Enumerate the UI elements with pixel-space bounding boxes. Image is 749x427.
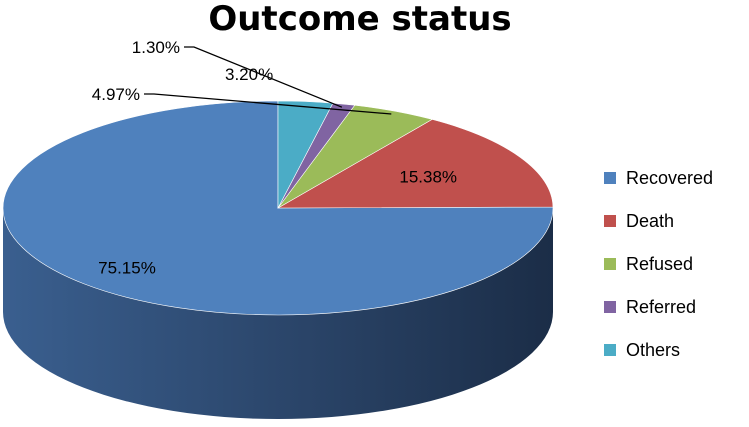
legend-label-refused: Refused — [626, 254, 693, 274]
legend-swatch-recovered — [604, 172, 616, 184]
data-labels: 75.15% 15.38% 4.97% 1.30% 3.20% — [92, 38, 457, 277]
data-label-death: 15.38% — [399, 168, 457, 187]
legend-label-referred: Referred — [626, 297, 696, 317]
data-label-refused: 4.97% — [92, 85, 140, 104]
leader-line-referred — [184, 46, 343, 108]
leader-lines — [144, 46, 392, 115]
data-label-others: 3.20% — [225, 65, 273, 84]
data-label-recovered: 75.15% — [98, 258, 156, 277]
pie-side-face — [3, 208, 553, 419]
chart-title: Outcome status — [208, 0, 511, 39]
pie-side-wall — [3, 208, 553, 419]
legend: Recovered Death Refused Referred Others — [604, 168, 713, 360]
legend-label-others: Others — [626, 340, 680, 360]
pie-slice-recovered — [2, 100, 554, 316]
leader-line-refused — [144, 93, 392, 115]
legend-swatch-others — [604, 344, 616, 356]
legend-swatch-refused — [604, 258, 616, 270]
data-label-referred: 1.30% — [132, 38, 180, 57]
legend-label-recovered: Recovered — [626, 168, 713, 188]
legend-swatch-death — [604, 215, 616, 227]
legend-label-death: Death — [626, 211, 674, 231]
pie-slices — [2, 100, 554, 316]
pie-slice-death — [276, 119, 554, 209]
legend-swatch-referred — [604, 301, 616, 313]
